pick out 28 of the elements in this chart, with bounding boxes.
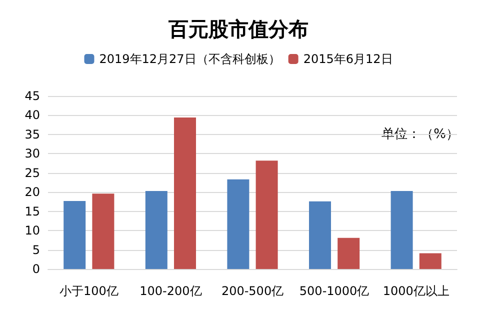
- x-tick-label: 1000亿以上: [382, 284, 450, 298]
- y-tick-label: 20: [24, 185, 40, 200]
- y-tick-label: 5: [32, 242, 40, 257]
- bar: [64, 200, 86, 269]
- x-tick-label: 100-200亿: [140, 284, 202, 298]
- y-tick-label: 45: [24, 89, 40, 103]
- bar: [227, 179, 250, 269]
- bar: [309, 201, 331, 269]
- legend-label: 2015年6月12日: [303, 52, 393, 66]
- y-tick-label: 15: [24, 204, 40, 218]
- bar: [256, 160, 278, 269]
- bar: [390, 190, 413, 269]
- y-tick-label: 35: [24, 127, 40, 142]
- y-tick-label: 40: [24, 108, 40, 122]
- bar: [174, 118, 196, 269]
- y-tick-label: 25: [24, 166, 40, 180]
- bar: [92, 194, 114, 269]
- bar: [419, 253, 442, 269]
- x-tick-label: 200-500亿: [221, 284, 284, 298]
- y-tick-label: 10: [24, 224, 40, 238]
- chart-title: 百元股市值分布: [168, 17, 308, 41]
- bar: [338, 238, 360, 269]
- y-tick-label: 0: [32, 262, 40, 276]
- x-tick-label: 小于100亿: [59, 284, 118, 298]
- x-tick-label: 500-1000亿: [299, 284, 370, 298]
- legend-label: 2019年12月27日（不含科创板）: [99, 52, 280, 66]
- bar: [145, 190, 168, 269]
- y-tick-label: 30: [24, 146, 40, 161]
